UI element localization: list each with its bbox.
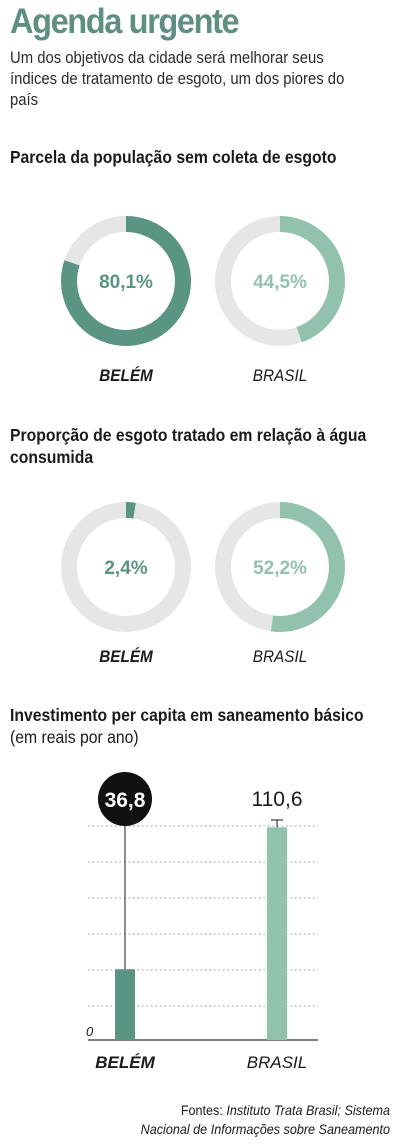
section-title-coleta: Parcela da população sem coleta de esgot… xyxy=(10,146,379,168)
donut-value-label: 52,2% xyxy=(253,558,307,579)
bar xyxy=(267,827,287,1040)
section-title-tratado: Proporção de esgoto tratado em relação à… xyxy=(10,424,379,468)
donut-label-brasil-tratado: BRASIL xyxy=(252,647,308,666)
sources-prefix: Fontes: xyxy=(180,1102,227,1118)
section-title-coleta-text: Parcela da população sem coleta de esgot… xyxy=(10,147,337,167)
section-title-tratado-text: Proporção de esgoto tratado em relação à… xyxy=(10,425,367,467)
donut-value-label: 80,1% xyxy=(99,272,153,293)
donut-value-label: 44,5% xyxy=(253,272,307,293)
donut-chart-belem-coleta: 80,1% xyxy=(61,216,191,346)
data-label: 36,8 xyxy=(105,789,146,812)
x-tick-label: BELÉM xyxy=(95,1053,155,1072)
data-label: 110,6 xyxy=(252,788,303,811)
donut-label-belem-tratado: BELÉM xyxy=(99,647,153,666)
sources-line1: Instituto Trata Brasil; Sistema xyxy=(226,1102,390,1118)
y-tick-label: 0 xyxy=(86,1024,94,1039)
donut-value-label: 2,4% xyxy=(104,558,147,579)
donut-label-belem-coleta: BELÉM xyxy=(99,366,153,385)
page-title: Agenda urgente xyxy=(10,2,240,41)
section-title-investimento: Investimento per capita em saneamento bá… xyxy=(10,704,379,748)
donut-slice xyxy=(61,502,191,632)
page-subtitle: Um dos objetivos da cidade será melhorar… xyxy=(10,49,345,109)
donut-chart-brasil-coleta: 44,5% xyxy=(215,216,345,346)
donut-chart-brasil-tratado: 52,2% xyxy=(215,502,345,632)
section-title-investimento-unit: (em reais por ano) xyxy=(10,727,139,747)
donut-slice xyxy=(215,216,345,346)
sources-note: Fontes: Instituto Trata Brasil; Sistema … xyxy=(39,1101,390,1139)
x-tick-label: BRASIL xyxy=(247,1053,307,1072)
donut-label-brasil-coleta: BRASIL xyxy=(252,366,308,385)
sources-line2: Nacional de Informações sobre Saneamento xyxy=(140,1121,390,1137)
donut-slice xyxy=(215,502,345,632)
section-title-investimento-text: Investimento per capita em saneamento bá… xyxy=(10,705,364,725)
donut-slice xyxy=(61,216,191,346)
value-badge xyxy=(98,772,152,826)
donut-chart-belem-tratado: 2,4% xyxy=(61,502,191,632)
bar xyxy=(115,969,135,1040)
